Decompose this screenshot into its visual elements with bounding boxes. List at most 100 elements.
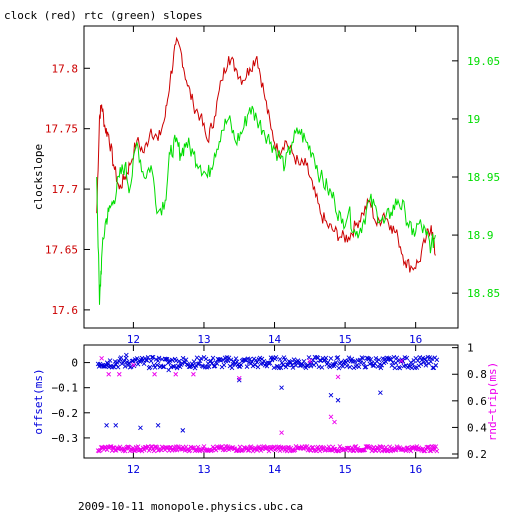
point-offset bbox=[394, 355, 400, 361]
series-line-rtc bbox=[96, 105, 436, 305]
point-rnd-trip bbox=[350, 448, 356, 454]
point-offset bbox=[404, 355, 410, 361]
point-offset bbox=[180, 355, 186, 361]
outlier-rnd-trip bbox=[131, 362, 136, 368]
point-offset bbox=[148, 358, 154, 364]
point-offset bbox=[164, 356, 170, 362]
point-offset bbox=[126, 360, 132, 366]
x-tick-label: 13 bbox=[197, 463, 210, 476]
point-offset bbox=[373, 356, 379, 361]
point-offset bbox=[155, 358, 161, 364]
point-offset bbox=[325, 360, 331, 365]
point-offset bbox=[277, 357, 283, 362]
x-tick-label: 16 bbox=[409, 463, 422, 476]
bottom-plot: 12 13 14 15 16 0 −0.1 −0.2 −0.3 0.2 0.4 0.6 0.8 1 offs… bbox=[32, 342, 499, 476]
point-offset bbox=[278, 365, 284, 371]
point-offset bbox=[356, 364, 362, 370]
outlier-offset bbox=[180, 428, 186, 433]
point-offset bbox=[290, 365, 296, 370]
point-offset bbox=[267, 360, 273, 366]
y-tick-label-right: 0.4 bbox=[467, 421, 487, 434]
x-tick-label: 13 bbox=[197, 333, 210, 346]
point-offset bbox=[176, 358, 182, 364]
point-offset bbox=[228, 357, 234, 363]
point-offset bbox=[233, 356, 239, 361]
point-offset bbox=[116, 359, 122, 364]
outlier-rnd-trip bbox=[116, 371, 122, 377]
point-offset bbox=[282, 357, 288, 363]
y-axis-label-right: rnd−trip(ms) bbox=[486, 362, 499, 441]
point-offset bbox=[197, 358, 203, 364]
outlier-rnd-trip bbox=[332, 419, 337, 425]
y-axis-label-left: clockslope bbox=[32, 144, 45, 210]
point-offset bbox=[198, 356, 204, 361]
footer-caption: 2009-10-11 monopole.physics.ubc.ca bbox=[78, 500, 303, 512]
point-offset bbox=[144, 357, 150, 363]
point-offset bbox=[154, 362, 160, 368]
point-offset bbox=[400, 358, 406, 364]
point-offset bbox=[428, 359, 434, 364]
y-tick-label-left: 17.6 bbox=[52, 304, 79, 317]
y-tick-label-right: 0.2 bbox=[467, 448, 487, 461]
y-tick-label-left: −0.2 bbox=[52, 407, 79, 420]
outlier-offset bbox=[155, 423, 161, 428]
outlier-offset bbox=[335, 397, 341, 403]
point-offset bbox=[234, 359, 240, 365]
outlier-offset bbox=[166, 367, 171, 373]
y-tick-label-left: 0 bbox=[71, 357, 78, 370]
point-rnd-trip bbox=[167, 445, 173, 450]
point-offset bbox=[252, 362, 258, 368]
y-tick-label-left: 17.65 bbox=[45, 243, 78, 256]
y-tick-label-right: 19.05 bbox=[467, 55, 500, 68]
outlier-rnd-trip bbox=[279, 430, 284, 436]
point-rnd-trip bbox=[433, 444, 439, 449]
point-offset bbox=[121, 358, 127, 364]
point-offset bbox=[306, 355, 312, 360]
x-tick-label: 14 bbox=[268, 463, 282, 476]
outlier-rnd-trip bbox=[399, 358, 404, 364]
point-offset bbox=[143, 357, 149, 363]
plot-frame bbox=[83, 25, 459, 329]
y-tick-label-right: 18.9 bbox=[467, 229, 494, 242]
point-offset bbox=[107, 358, 113, 363]
point-offset bbox=[115, 364, 121, 370]
x-tick-label: 15 bbox=[338, 463, 351, 476]
point-offset bbox=[376, 357, 382, 363]
point-offset bbox=[156, 355, 162, 361]
point-offset bbox=[363, 364, 369, 370]
outlier-rnd-trip bbox=[106, 371, 112, 377]
point-rnd-trip bbox=[329, 448, 335, 453]
point-offset bbox=[273, 355, 279, 360]
point-offset bbox=[210, 355, 216, 361]
plot-frame bbox=[83, 344, 459, 459]
outlier-offset bbox=[236, 377, 242, 383]
outlier-rnd-trip bbox=[152, 371, 157, 377]
point-offset bbox=[147, 364, 153, 370]
point-offset bbox=[221, 362, 227, 368]
point-offset bbox=[145, 354, 151, 360]
point-offset bbox=[244, 364, 250, 369]
point-offset bbox=[434, 357, 440, 363]
point-offset bbox=[319, 365, 325, 370]
point-offset bbox=[170, 364, 176, 369]
outlier-offset bbox=[113, 423, 119, 428]
point-offset bbox=[149, 354, 155, 360]
point-offset bbox=[285, 362, 291, 368]
point-rnd-trip bbox=[403, 448, 409, 454]
point-rnd-trip bbox=[335, 448, 341, 454]
point-offset bbox=[344, 363, 350, 369]
point-offset bbox=[122, 364, 128, 369]
point-offset bbox=[378, 365, 384, 371]
x-tick-label: 15 bbox=[338, 333, 351, 346]
point-offset bbox=[129, 358, 135, 364]
point-offset bbox=[361, 361, 367, 366]
y-tick-label-left: 17.75 bbox=[45, 123, 78, 136]
point-offset bbox=[433, 363, 439, 368]
point-offset bbox=[191, 359, 197, 364]
y-tick-label-right: 18.85 bbox=[467, 287, 500, 300]
y-tick-label-right: 0.6 bbox=[467, 395, 487, 408]
outlier-rnd-trip bbox=[99, 355, 104, 361]
series-line-clock bbox=[96, 36, 436, 273]
point-offset bbox=[160, 364, 166, 369]
x-tick-label: 14 bbox=[268, 333, 282, 346]
